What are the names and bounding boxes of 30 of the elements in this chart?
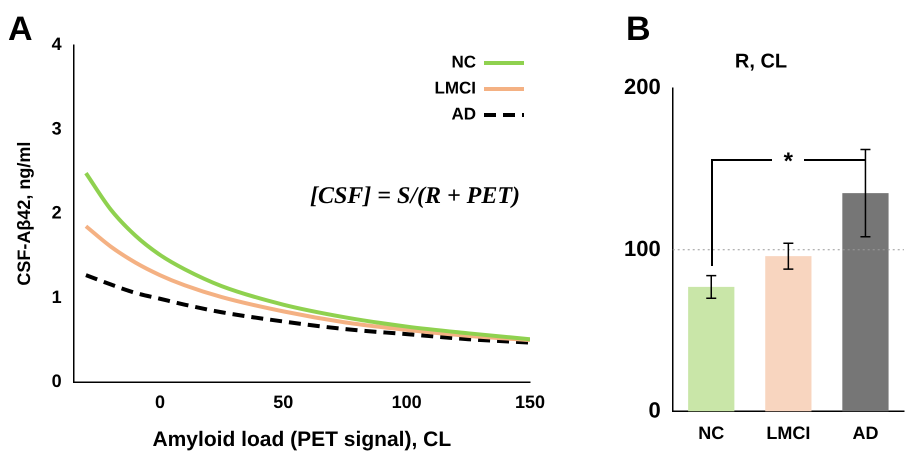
x-axis-title: Amyloid load (PET signal), CL (152, 428, 452, 452)
y-tick-label: 100 (624, 236, 661, 261)
y-axis-title: CSF-Aβ42, ng/ml (14, 142, 34, 286)
bar (842, 193, 889, 412)
bar (688, 286, 734, 412)
line-series (84, 224, 530, 342)
x-tick-label: NC (698, 423, 724, 444)
y-tick-label: 3 (52, 118, 62, 138)
y-tick-label: 0 (52, 371, 62, 392)
x-tick-label: 0 (154, 392, 165, 412)
x-tick-label: AD (852, 423, 878, 444)
text: A (8, 10, 33, 49)
x-tick-label: LMCI (766, 423, 810, 444)
annotation: [CSF] = S/(R + PET) (310, 182, 520, 209)
annotation: * (782, 148, 794, 176)
y-tick-label: 4 (52, 34, 62, 54)
y-tick-label: 200 (624, 74, 661, 100)
y-tick-label: 1 (52, 286, 62, 307)
x-tick-label: 150 (514, 392, 546, 412)
x-tick-label: 50 (273, 392, 294, 412)
line-series (84, 171, 530, 342)
bar (765, 256, 812, 412)
chart-title: R, CL (734, 50, 788, 73)
legend-label: AD (451, 104, 476, 124)
x-tick-label: 100 (392, 392, 422, 412)
legend-label: LMCI (434, 78, 476, 98)
y-tick-label: 2 (52, 202, 62, 223)
legend-label: NC (451, 52, 476, 72)
text: B (626, 10, 651, 49)
line-series (84, 273, 530, 345)
